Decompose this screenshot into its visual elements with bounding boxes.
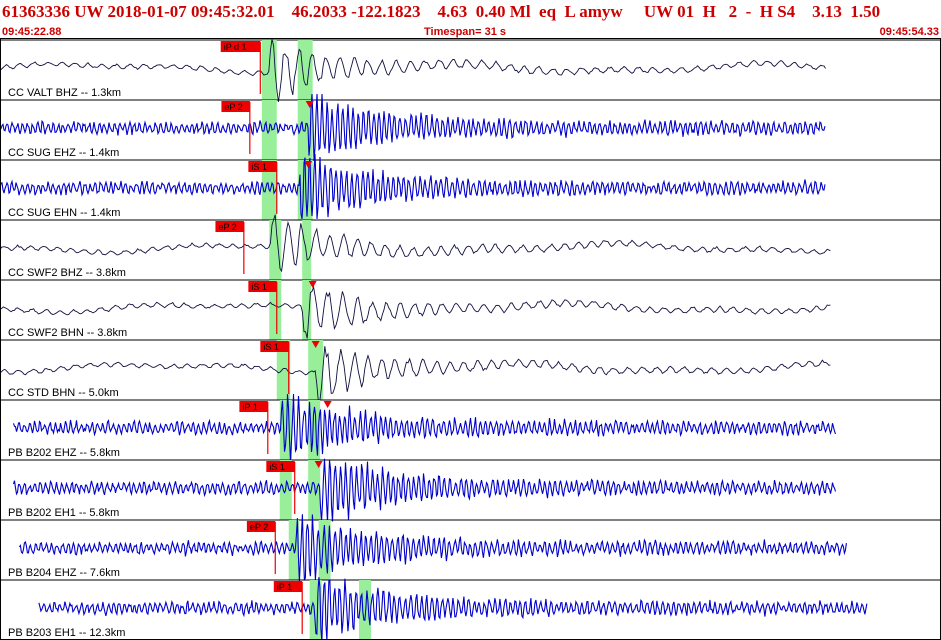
pick-label: iS 1: [251, 282, 267, 292]
pick-flag: [239, 401, 268, 412]
trace-label: CC SUG EHZ -- 1.4km: [8, 147, 119, 159]
waveform-trace: [0, 346, 831, 404]
trace-label: CC STD BHN -- 5.0km: [8, 387, 119, 399]
trace-label: CC SWF2 BHN -- 3.8km: [8, 327, 127, 339]
seismogram-panel[interactable]: iP d 1 CC VALT BHZ -- 1.3km eP 2 CC SUG EHZ…: [0, 38, 941, 640]
arrival-marker: [311, 341, 320, 348]
pick-flag: [215, 221, 244, 232]
pick-flag: [260, 341, 289, 352]
trace-label: PB B202 EHZ -- 5.8km: [8, 447, 120, 459]
pick-flag: [246, 521, 276, 532]
timespan-label: Timespan= 31 s: [424, 26, 507, 38]
waveform-trace: [0, 38, 826, 103]
phase-window: [269, 280, 282, 340]
pick-label: iP d 1: [224, 42, 247, 52]
phase-window: [276, 340, 291, 400]
phase-window: [308, 460, 321, 520]
phase-window: [308, 340, 324, 400]
pick-flag: [273, 581, 303, 592]
arrival-marker: [323, 401, 332, 408]
phase-window: [309, 580, 322, 640]
pick-label: eP 2: [250, 522, 268, 532]
waveform-trace: [12, 393, 837, 463]
waveform-trace: [12, 458, 837, 523]
event-summary-title: 61363336 UW 2018-01-07 09:45:32.01 46.20…: [2, 2, 881, 21]
trace-label: PB B202 EH1 -- 5.8km: [8, 507, 119, 519]
pick-label: iS 1: [269, 462, 285, 472]
waveform-trace: [18, 514, 847, 583]
trace-label: CC SUG EHN -- 1.4km: [8, 207, 120, 219]
phase-window: [318, 520, 331, 580]
phase-window: [302, 220, 312, 280]
waveform-trace: [0, 285, 831, 339]
waveform-trace: [0, 153, 826, 220]
pick-flag: [248, 161, 277, 172]
phase-window: [279, 400, 292, 460]
pick-label: iP 1: [277, 582, 292, 592]
waveform-trace: [38, 577, 868, 640]
arrival-marker: [314, 461, 323, 468]
phase-window: [359, 580, 372, 640]
waveform-trace: [0, 214, 831, 273]
pick-label: iS 1: [251, 162, 267, 172]
waveform-trace: [0, 93, 826, 161]
phase-window: [269, 220, 282, 280]
trace-label: PB B204 EHZ -- 7.6km: [8, 567, 120, 579]
pick-label: eP 2: [224, 102, 242, 112]
phase-window: [297, 40, 313, 100]
trace-label: CC SWF2 BHZ -- 3.8km: [8, 267, 126, 279]
event-header: 61363336 UW 2018-01-07 09:45:32.01 46.20…: [0, 0, 941, 40]
pick-label: iP 1: [242, 402, 257, 412]
arrival-marker: [304, 161, 313, 168]
pick-flag: [221, 101, 250, 112]
pick-label: iS 1: [263, 342, 279, 352]
pick-flag: [248, 281, 277, 292]
phase-window: [308, 400, 321, 460]
pick-label: eP 2: [218, 222, 236, 232]
start-time-label: 09:45:22.88: [2, 26, 62, 38]
trace-label: CC VALT BHZ -- 1.3km: [8, 87, 121, 99]
plot-frame: [0, 38, 941, 640]
trace-label: PB B203 EH1 -- 12.3km: [8, 627, 125, 639]
pick-flag: [266, 461, 295, 472]
arrival-marker: [308, 281, 317, 288]
pick-flag: [220, 41, 261, 52]
phase-window: [302, 280, 312, 340]
end-time-label: 09:45:54.33: [879, 26, 939, 38]
arrival-marker: [305, 101, 314, 108]
